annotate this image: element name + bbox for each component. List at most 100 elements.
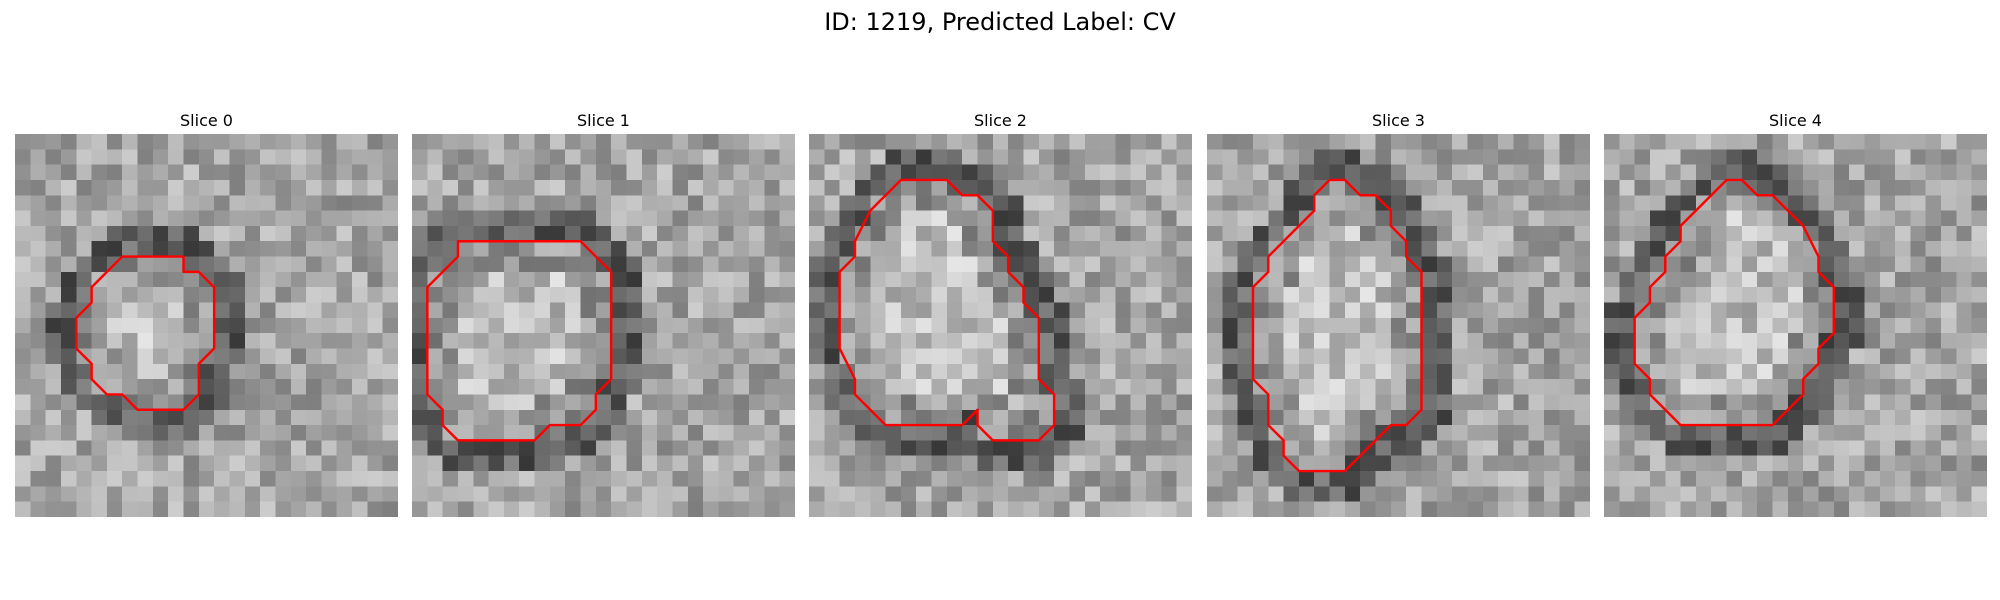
pixel: [1161, 317, 1177, 334]
pixel: [977, 287, 994, 303]
pixel: [885, 134, 902, 150]
pixel: [1084, 486, 1101, 502]
pixel: [1452, 394, 1468, 411]
pixel: [1925, 348, 1942, 365]
pixel: [519, 379, 535, 395]
pixel: [565, 149, 581, 165]
pixel: [1161, 440, 1177, 457]
pixel: [1084, 348, 1101, 365]
pixel: [931, 164, 948, 181]
pixel: [60, 287, 77, 303]
pixel: [306, 164, 322, 181]
pixel: [1023, 134, 1040, 150]
pixel: [870, 256, 886, 273]
pixel: [1528, 425, 1545, 441]
pixel: [839, 409, 856, 426]
pixel: [703, 348, 719, 365]
pixel: [306, 379, 322, 395]
pixel: [595, 241, 612, 257]
pixel: [1436, 471, 1453, 487]
pixel: [549, 179, 566, 196]
pixel: [1482, 256, 1499, 273]
pixel: [1176, 317, 1192, 334]
pixel: [549, 379, 566, 395]
pixel: [1528, 271, 1545, 288]
pixel: [168, 195, 184, 211]
pixel: [1298, 149, 1315, 165]
pixel: [1314, 134, 1330, 150]
pixel: [290, 302, 307, 319]
pixel: [1115, 363, 1132, 380]
pixel: [1344, 409, 1361, 426]
pixel: [1833, 348, 1850, 365]
pixel: [427, 134, 443, 150]
pixel: [214, 317, 230, 334]
pixel: [703, 287, 719, 303]
pixel: [1619, 210, 1635, 227]
pixel: [1649, 164, 1666, 181]
pixel: [1069, 164, 1086, 181]
pixel: [321, 333, 338, 349]
pixel: [306, 486, 322, 502]
pixel: [1008, 256, 1024, 273]
pixel: [1634, 164, 1651, 181]
pixel: [106, 440, 123, 457]
pixel: [1741, 379, 1758, 395]
pixel: [916, 302, 932, 319]
pixel: [764, 501, 780, 517]
pixel: [1436, 409, 1453, 426]
pixel: [1023, 394, 1040, 411]
pixel: [854, 379, 871, 395]
pixel: [718, 501, 735, 517]
pixel: [1237, 440, 1254, 457]
pixel: [1513, 256, 1530, 273]
pixel: [1237, 409, 1254, 426]
slice-image-3: [1207, 134, 1590, 517]
pixel: [1772, 363, 1789, 380]
pixel: [76, 425, 92, 441]
pixel: [45, 348, 62, 365]
pixel: [1421, 409, 1438, 426]
pixel: [488, 164, 505, 181]
pixel: [657, 425, 673, 441]
pixel: [198, 302, 215, 319]
pixel: [779, 363, 795, 380]
pixel: [1680, 256, 1697, 273]
pixel: [503, 455, 520, 472]
pixel: [1084, 164, 1101, 181]
pixel: [900, 287, 917, 303]
pixel: [733, 225, 750, 242]
pixel: [106, 241, 123, 257]
pixel: [1498, 409, 1514, 426]
pixel: [641, 256, 658, 273]
pixel: [15, 134, 31, 150]
pixel: [1252, 241, 1269, 257]
pixel: [977, 317, 994, 334]
pixel: [442, 164, 459, 181]
pixel: [519, 440, 535, 457]
pixel: [626, 241, 643, 257]
pixel: [106, 486, 123, 502]
pixel: [321, 363, 338, 380]
pixel: [687, 210, 704, 227]
pixel: [611, 302, 627, 319]
pixel: [244, 225, 261, 242]
pixel: [1711, 241, 1727, 257]
pixel: [91, 164, 108, 181]
pixel: [1833, 225, 1850, 242]
pixel: [1161, 287, 1177, 303]
pixel: [595, 455, 612, 472]
pixel: [1634, 379, 1651, 395]
pixel: [352, 256, 368, 273]
pixel: [1467, 302, 1484, 319]
pixel: [595, 179, 612, 196]
pixel: [91, 486, 108, 502]
pixel: [1864, 486, 1881, 502]
pixel: [183, 179, 200, 196]
pixel: [580, 225, 597, 242]
pixel: [1941, 440, 1957, 457]
pixel: [931, 333, 948, 349]
pixel: [1467, 409, 1484, 426]
pixel: [168, 409, 184, 426]
pixel: [290, 455, 307, 472]
